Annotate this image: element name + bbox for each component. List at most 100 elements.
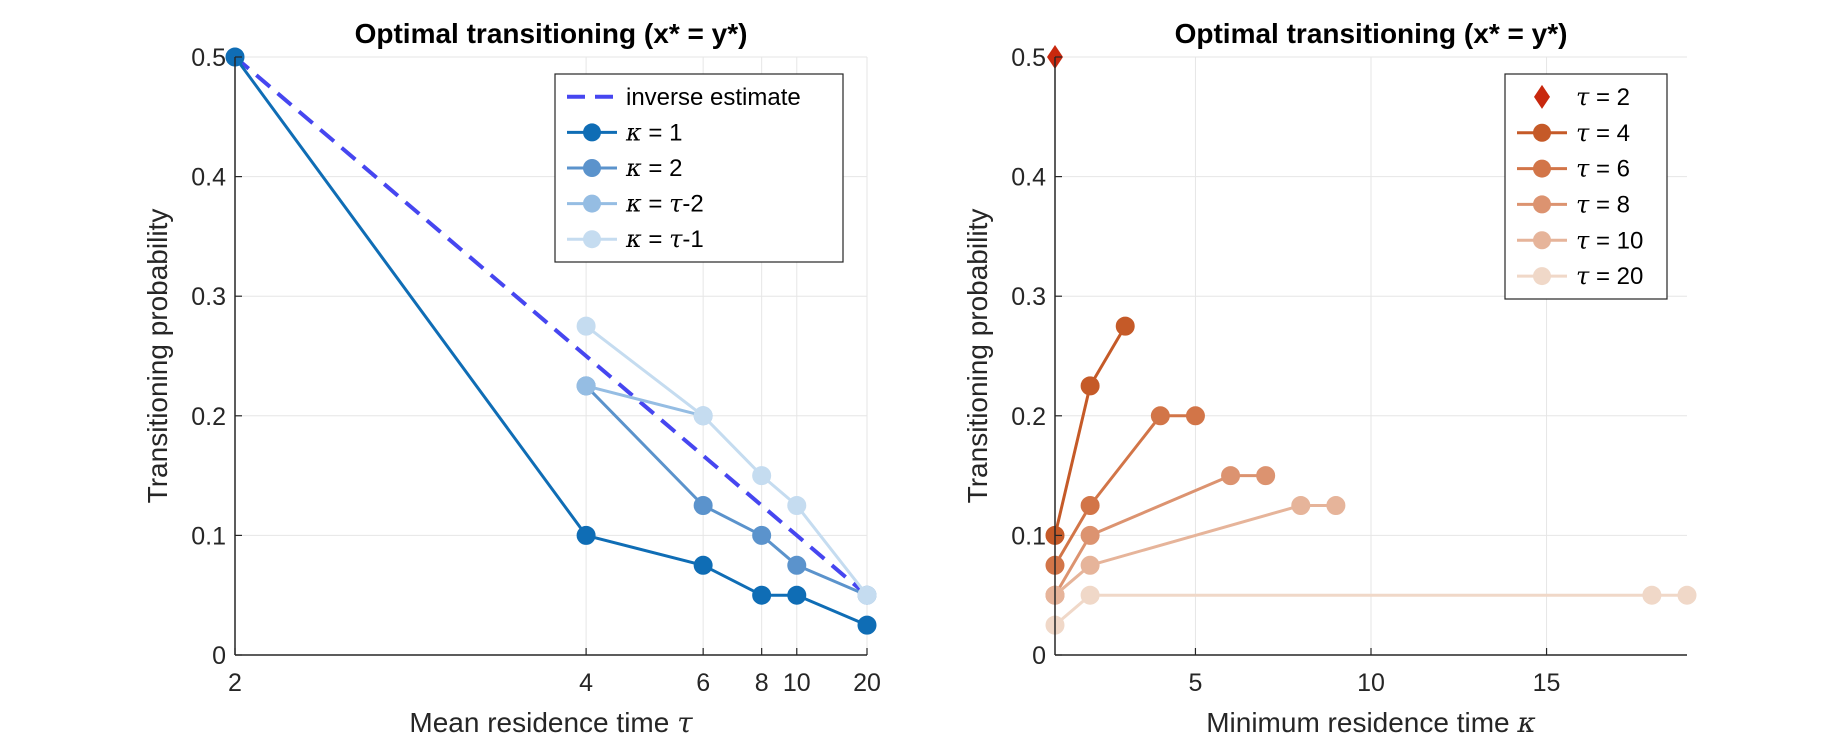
x-axis-label-symbol: κ bbox=[1516, 706, 1535, 739]
legend: τ = 2τ = 4τ = 6τ = 8τ = 10τ = 20 bbox=[1504, 73, 1668, 300]
legend-text-part: = 2 bbox=[642, 155, 683, 182]
y-tick-label: 0.5 bbox=[1011, 44, 1046, 72]
series-line bbox=[233, 56, 868, 627]
left-chart-panel: 2 4 6 8 10 20 0 0.1 0.2 0.3 0.4 0.5 Optimal transiti… bbox=[142, 18, 881, 739]
legend-label: τ = 2 bbox=[1576, 83, 1630, 111]
data-point bbox=[1080, 555, 1100, 575]
legend-marker bbox=[1533, 159, 1551, 178]
data-point bbox=[1221, 466, 1241, 486]
data-point bbox=[1080, 585, 1100, 605]
legend-label: τ = 6 bbox=[1576, 155, 1630, 183]
legend-text-part: = 8 bbox=[1589, 191, 1630, 218]
legend-text-part: = bbox=[642, 226, 669, 253]
legend-symbol: τ bbox=[1576, 119, 1590, 147]
data-point bbox=[1642, 585, 1662, 605]
y-tick-label: 0.3 bbox=[191, 283, 226, 311]
y-tick-label: 0.1 bbox=[1011, 522, 1046, 550]
y-tick-label: 0.4 bbox=[1011, 164, 1046, 192]
x-axis-label-text: Minimum residence time bbox=[1206, 707, 1517, 738]
data-point bbox=[576, 525, 596, 545]
data-point bbox=[1291, 496, 1311, 515]
legend-marker bbox=[583, 194, 601, 213]
legend-text-part: -1 bbox=[682, 226, 703, 253]
chart-title: Optimal transitioning (x* = y*) bbox=[355, 18, 748, 49]
data-point bbox=[1326, 496, 1346, 515]
legend-label: κ = 2 bbox=[625, 154, 682, 182]
y-tick-label: 0.5 bbox=[191, 44, 226, 72]
series-line bbox=[1053, 414, 1196, 567]
legend-item: τ = 6 bbox=[1517, 155, 1630, 183]
legend-marker bbox=[1533, 195, 1551, 214]
legend-marker bbox=[583, 123, 601, 142]
legend-text-part: = 10 bbox=[1589, 227, 1643, 254]
data-point bbox=[693, 555, 713, 575]
x-axis-label-text: Mean residence time bbox=[409, 707, 677, 738]
x-tick-label: 8 bbox=[755, 669, 769, 697]
x-axis-label: Minimum residence time κ bbox=[1206, 706, 1536, 739]
data-point bbox=[787, 555, 807, 575]
legend-label: κ = τ-2 bbox=[625, 190, 704, 218]
legend-symbol: τ bbox=[669, 225, 683, 253]
y-tick-label: 0 bbox=[212, 642, 226, 670]
data-point bbox=[857, 585, 877, 605]
data-point bbox=[787, 496, 807, 515]
legend-symbol: τ bbox=[1576, 262, 1590, 290]
series-line bbox=[233, 55, 869, 597]
legend-item: τ = 8 bbox=[1517, 190, 1630, 218]
legend-text-part: -2 bbox=[682, 191, 703, 218]
legend-item: κ = τ-1 bbox=[567, 225, 704, 253]
chart-title: Optimal transitioning (x* = y*) bbox=[1175, 18, 1568, 49]
data-point bbox=[787, 585, 807, 605]
series-line bbox=[585, 384, 704, 418]
legend-symbol: κ bbox=[625, 118, 642, 146]
series-4 bbox=[576, 316, 877, 605]
data-point bbox=[1150, 406, 1170, 426]
series-2 bbox=[1045, 406, 1205, 575]
x-axis-label: Mean residence time τ bbox=[409, 706, 693, 739]
legend-marker bbox=[583, 159, 601, 177]
data-point bbox=[693, 406, 713, 426]
legend-item: inverse estimate bbox=[567, 84, 801, 111]
x-tick-label: 4 bbox=[579, 669, 593, 697]
legend-label: τ = 20 bbox=[1576, 262, 1643, 290]
y-tick-label: 0.4 bbox=[191, 164, 226, 192]
legend-marker bbox=[583, 230, 601, 249]
legend-item: κ = 1 bbox=[567, 118, 682, 146]
legend-text-part: = 2 bbox=[1589, 84, 1630, 111]
legend-symbol: τ bbox=[1576, 190, 1590, 218]
data-point bbox=[1080, 496, 1100, 515]
legend-label: τ = 10 bbox=[1576, 226, 1643, 254]
legend-label: τ = 4 bbox=[1576, 119, 1630, 147]
legend-symbol: τ bbox=[1576, 155, 1590, 183]
x-tick-label: 10 bbox=[783, 669, 811, 697]
data-point bbox=[1080, 525, 1100, 545]
legend-text-part: = 4 bbox=[1589, 120, 1630, 147]
data-point bbox=[752, 525, 772, 545]
data-point bbox=[1677, 585, 1697, 605]
x-tick-label: 10 bbox=[1357, 669, 1385, 697]
legend-marker bbox=[1533, 123, 1551, 142]
legend-text-part: inverse estimate bbox=[626, 84, 801, 111]
legend-item: κ = 2 bbox=[567, 154, 682, 182]
y-tick-label: 0.1 bbox=[191, 522, 226, 550]
legend-label: τ = 8 bbox=[1576, 190, 1630, 218]
x-tick-label: 2 bbox=[228, 669, 242, 697]
legend-symbol: τ bbox=[669, 190, 683, 218]
x-tick-label: 6 bbox=[696, 669, 710, 697]
data-point bbox=[693, 496, 713, 515]
legend-text-part: = bbox=[642, 191, 669, 218]
legend-marker bbox=[1533, 267, 1551, 286]
legend-symbol: κ bbox=[625, 154, 642, 182]
series-line bbox=[1053, 474, 1266, 596]
legend-item: κ = τ-2 bbox=[567, 190, 704, 218]
legend-label: inverse estimate bbox=[626, 84, 801, 111]
data-point bbox=[1115, 316, 1135, 336]
y-tick-label: 0.3 bbox=[1011, 283, 1046, 311]
legend-symbol: τ bbox=[1576, 226, 1590, 254]
series-0 bbox=[233, 55, 869, 597]
y-tick-label: 0 bbox=[1032, 642, 1046, 670]
data-point bbox=[857, 615, 877, 635]
data-point bbox=[752, 466, 772, 486]
